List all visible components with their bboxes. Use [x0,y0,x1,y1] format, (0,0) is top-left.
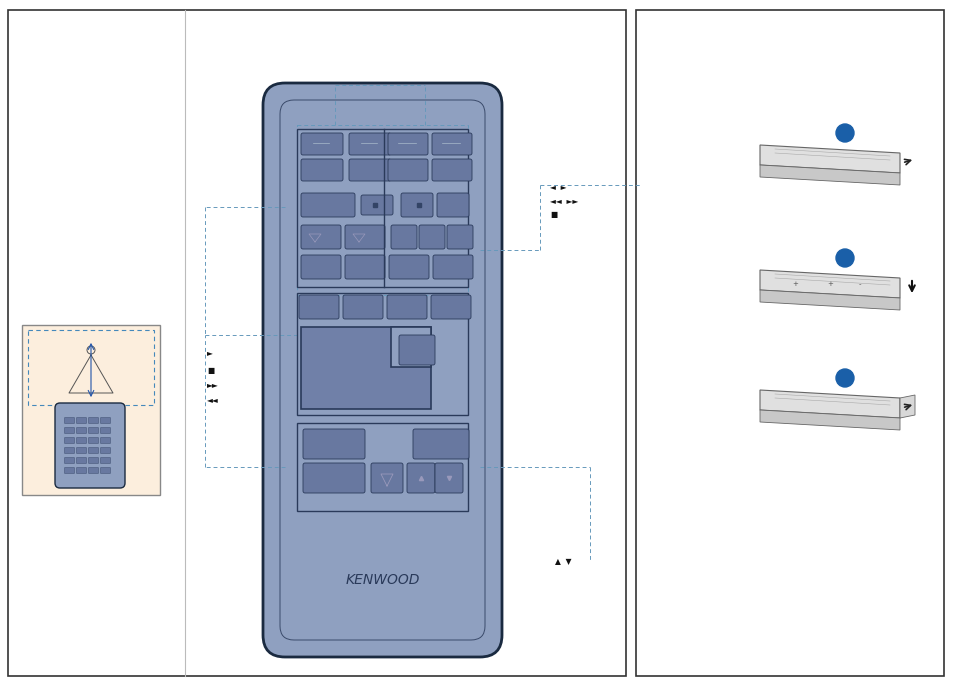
FancyBboxPatch shape [76,467,87,473]
Circle shape [835,249,853,267]
Bar [296,293,468,415]
FancyBboxPatch shape [263,83,501,657]
Text: ◄  ►: ◄ ► [550,182,566,191]
FancyBboxPatch shape [349,133,391,155]
Text: ■: ■ [550,211,557,220]
Text: ▲  ▼: ▲ ▼ [555,558,571,567]
FancyBboxPatch shape [22,325,160,495]
Text: ◄◄: ◄◄ [207,396,218,405]
FancyBboxPatch shape [436,193,469,217]
Text: +: + [826,281,832,287]
FancyBboxPatch shape [100,458,111,464]
FancyBboxPatch shape [301,225,340,249]
FancyBboxPatch shape [303,429,365,459]
FancyBboxPatch shape [100,447,111,453]
FancyBboxPatch shape [345,255,385,279]
Bar [296,423,468,511]
Text: ►: ► [207,348,213,357]
FancyBboxPatch shape [65,427,74,434]
Text: +: + [791,281,797,287]
FancyBboxPatch shape [432,133,472,155]
Text: ►►: ►► [207,381,218,390]
FancyBboxPatch shape [65,447,74,453]
FancyBboxPatch shape [100,427,111,434]
FancyBboxPatch shape [349,159,391,181]
FancyBboxPatch shape [387,295,427,319]
FancyBboxPatch shape [391,225,416,249]
Bar [301,327,431,409]
Bar [636,10,943,676]
FancyBboxPatch shape [55,403,125,488]
FancyBboxPatch shape [389,255,429,279]
FancyBboxPatch shape [76,447,87,453]
FancyBboxPatch shape [100,467,111,473]
Polygon shape [899,395,914,418]
FancyBboxPatch shape [398,335,435,365]
Polygon shape [760,410,899,430]
Polygon shape [760,390,899,418]
FancyBboxPatch shape [301,159,343,181]
FancyBboxPatch shape [76,418,87,423]
FancyBboxPatch shape [301,255,340,279]
Bar [28,330,153,405]
FancyBboxPatch shape [89,467,98,473]
FancyBboxPatch shape [418,225,444,249]
Polygon shape [760,270,899,298]
FancyBboxPatch shape [407,463,435,493]
Text: ◄◄  ►►: ◄◄ ►► [550,196,578,206]
FancyBboxPatch shape [100,418,111,423]
FancyBboxPatch shape [433,255,473,279]
FancyBboxPatch shape [89,458,98,464]
FancyBboxPatch shape [388,133,428,155]
Circle shape [835,369,853,387]
FancyBboxPatch shape [100,438,111,444]
FancyBboxPatch shape [447,225,473,249]
Circle shape [835,124,853,142]
Text: -: - [858,281,861,287]
Polygon shape [760,145,899,173]
FancyBboxPatch shape [65,438,74,444]
FancyBboxPatch shape [65,458,74,464]
Bar [296,423,468,511]
Bar [296,129,468,287]
FancyBboxPatch shape [89,418,98,423]
FancyBboxPatch shape [89,427,98,434]
FancyBboxPatch shape [345,225,385,249]
Bar [391,327,431,367]
Text: ■: ■ [207,366,214,375]
FancyBboxPatch shape [301,193,355,217]
FancyBboxPatch shape [303,463,365,493]
FancyBboxPatch shape [400,193,433,217]
FancyBboxPatch shape [371,463,402,493]
FancyBboxPatch shape [298,295,338,319]
FancyBboxPatch shape [76,438,87,444]
FancyBboxPatch shape [360,195,393,215]
FancyBboxPatch shape [431,295,471,319]
Polygon shape [760,290,899,310]
FancyBboxPatch shape [76,458,87,464]
Bar [8,10,625,676]
FancyBboxPatch shape [89,447,98,453]
FancyBboxPatch shape [89,438,98,444]
FancyBboxPatch shape [65,467,74,473]
FancyBboxPatch shape [435,463,462,493]
Polygon shape [760,165,899,185]
FancyBboxPatch shape [301,133,343,155]
FancyBboxPatch shape [343,295,382,319]
Bar [296,125,468,295]
FancyBboxPatch shape [388,159,428,181]
FancyBboxPatch shape [413,429,469,459]
Text: KENWOOD: KENWOOD [345,573,419,587]
FancyBboxPatch shape [76,427,87,434]
FancyBboxPatch shape [432,159,472,181]
FancyBboxPatch shape [65,418,74,423]
